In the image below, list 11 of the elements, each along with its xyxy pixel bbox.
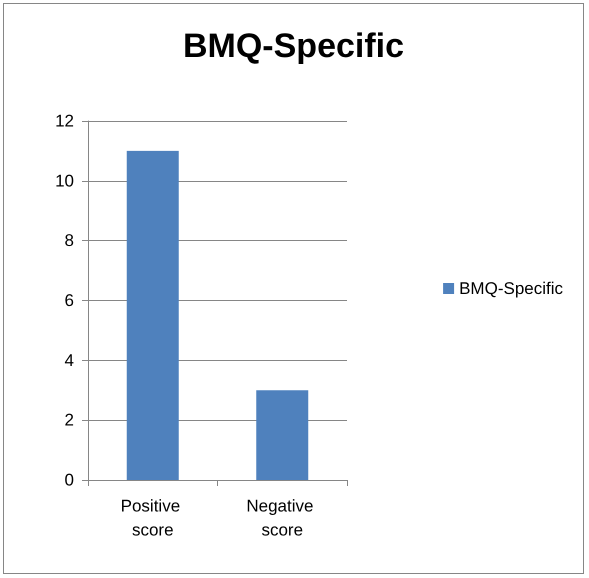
y-tick-label: 10 (55, 171, 74, 190)
x-tick-label: Positive score (120, 496, 185, 540)
chart-title: BMQ-Specific (182, 27, 404, 65)
legend-label: BMQ-Specific (459, 279, 564, 298)
y-tick-label: 6 (64, 291, 74, 310)
y-tick-label: 2 (64, 410, 74, 430)
y-tick-label: 0 (64, 470, 74, 490)
x-tick-label: Negative score (246, 496, 318, 540)
y-tick-label: 8 (64, 231, 74, 250)
y-tick-label: 12 (55, 112, 74, 130)
y-tick-label: 4 (64, 350, 74, 370)
